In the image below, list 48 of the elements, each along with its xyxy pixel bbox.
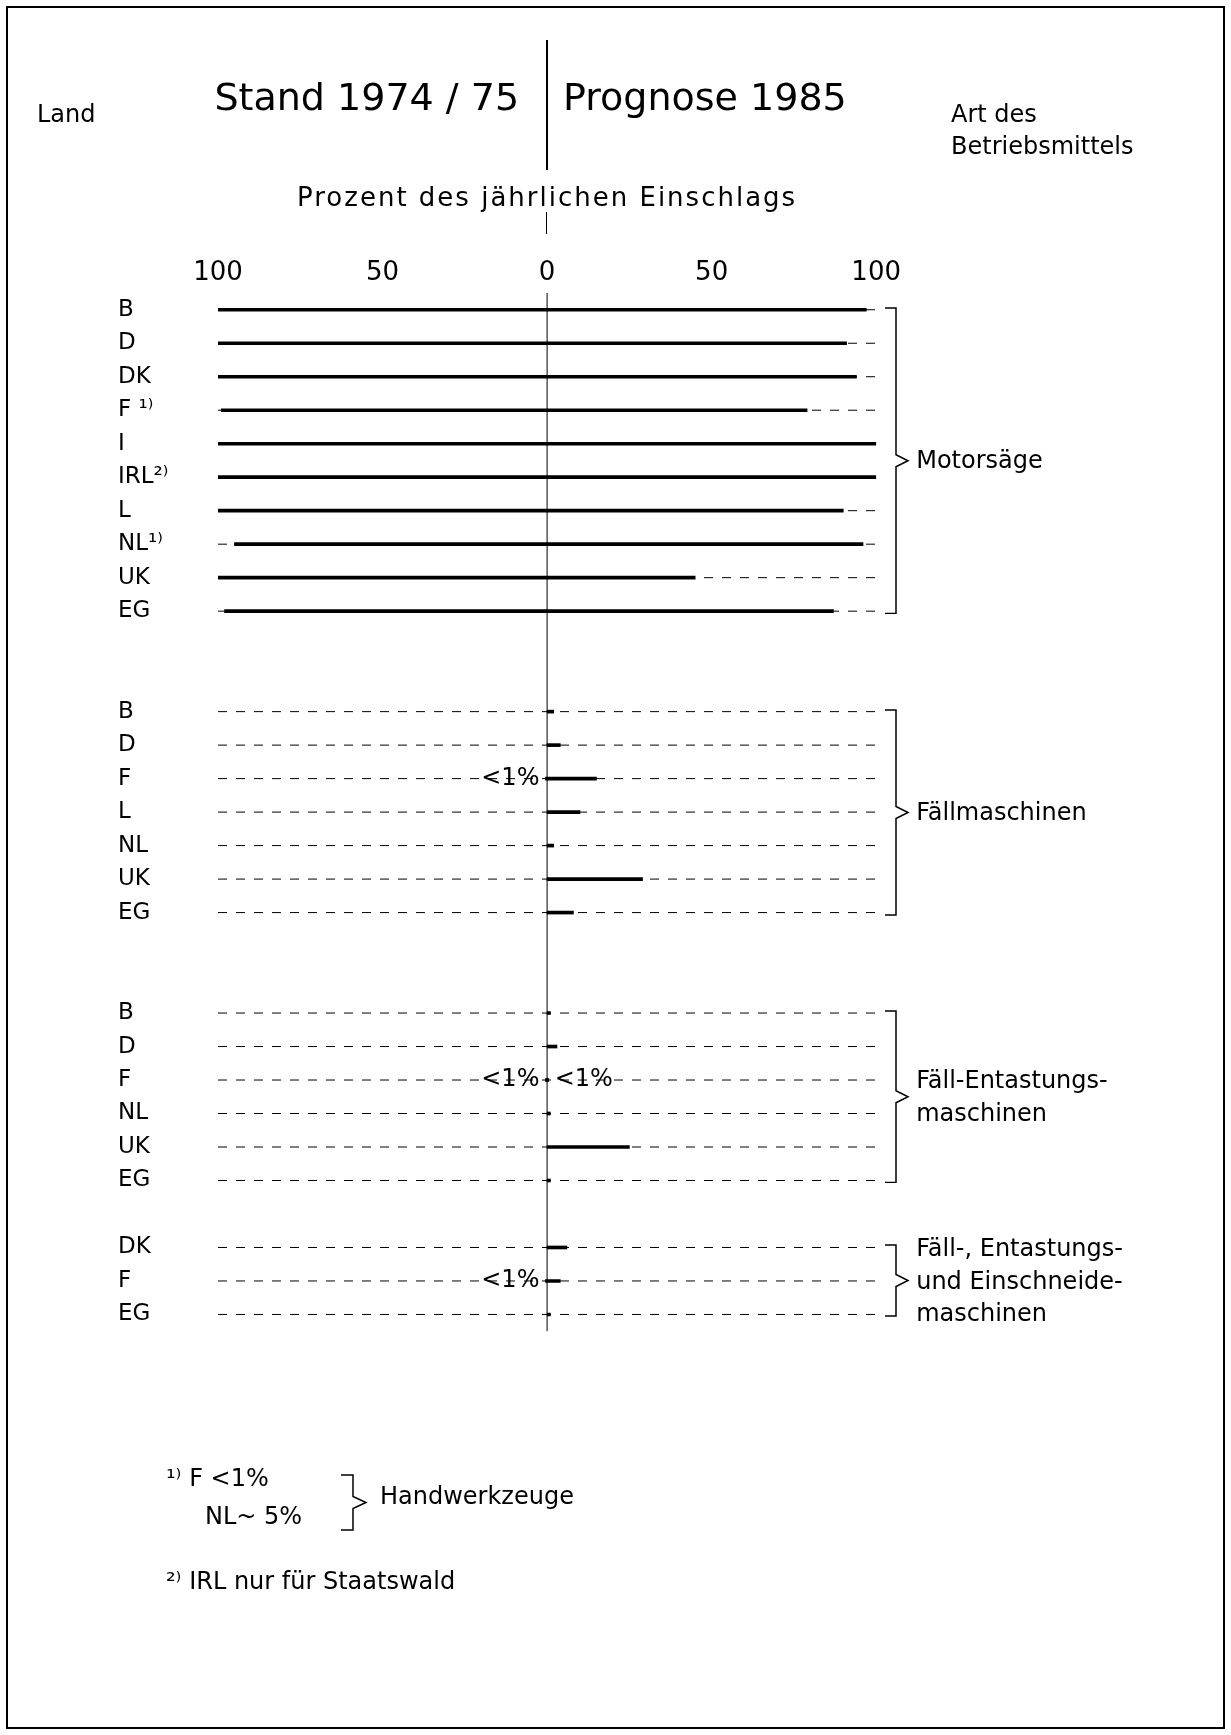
text: Land	[37, 99, 96, 130]
text: Stand 1974 / 75	[214, 74, 520, 121]
y-tick-label: UK	[118, 562, 151, 589]
y-tick-label: I	[118, 428, 125, 455]
y-tick-label: F	[118, 1265, 132, 1292]
data-label: <1%	[481, 1265, 540, 1294]
y-tick-label: EG	[118, 596, 151, 623]
text: Prognose 1985	[563, 74, 847, 121]
y-tick-label: EG	[118, 1299, 151, 1326]
y-tick-label: D	[118, 730, 136, 757]
y-tick-label: D	[118, 328, 136, 355]
y-tick-label: B	[118, 294, 134, 321]
x-tick-label: 100	[851, 256, 902, 287]
text: Fäll-, Entastungs- und Einschneide- maschinen	[916, 1233, 1123, 1330]
text: ²⁾ IRL nur für Staatswald	[166, 1566, 456, 1597]
x-tick-label: 50	[366, 256, 400, 287]
x-tick-label: 50	[695, 256, 729, 287]
data-label: <1%	[481, 1064, 540, 1093]
y-tick-label: NL	[118, 830, 149, 857]
data-label: <1%	[481, 762, 540, 791]
y-tick-label: L	[118, 495, 131, 522]
x-tick-label: 0	[538, 256, 556, 287]
y-tick-label: F	[118, 763, 132, 790]
text: NL~ 5%	[205, 1501, 303, 1532]
y-tick-label: DK	[118, 1232, 152, 1259]
y-tick-label: F ¹⁾	[118, 395, 154, 422]
y-tick-label: B	[118, 998, 134, 1025]
data-label: <1%	[554, 1064, 613, 1093]
y-tick-label: NL	[118, 1098, 149, 1125]
text: Art des Betriebsmittels	[951, 99, 1134, 163]
text: Handwerkzeuge	[380, 1481, 574, 1512]
y-tick-label: EG	[118, 897, 151, 924]
y-tick-label: NL¹⁾	[118, 529, 163, 556]
x-tick-label: 100	[193, 256, 243, 287]
y-tick-label: DK	[118, 361, 152, 388]
text: Fäll-Entastungs- maschinen	[916, 1065, 1108, 1129]
y-tick-label: UK	[118, 1131, 151, 1158]
x-axis-title: Prozent des jährlichen Einschlags	[296, 181, 799, 214]
text: ¹⁾ F <1%	[166, 1463, 269, 1494]
text: Motorsäge	[916, 445, 1043, 477]
text: Fällmaschinen	[916, 797, 1087, 829]
y-tick-label: EG	[118, 1165, 151, 1192]
y-tick-label: IRL²⁾	[118, 462, 169, 489]
y-tick-label: L	[118, 797, 131, 824]
y-tick-label: D	[118, 1031, 136, 1058]
y-tick-label: B	[118, 696, 134, 723]
y-tick-label: UK	[118, 864, 151, 891]
y-tick-label: F	[118, 1064, 132, 1091]
